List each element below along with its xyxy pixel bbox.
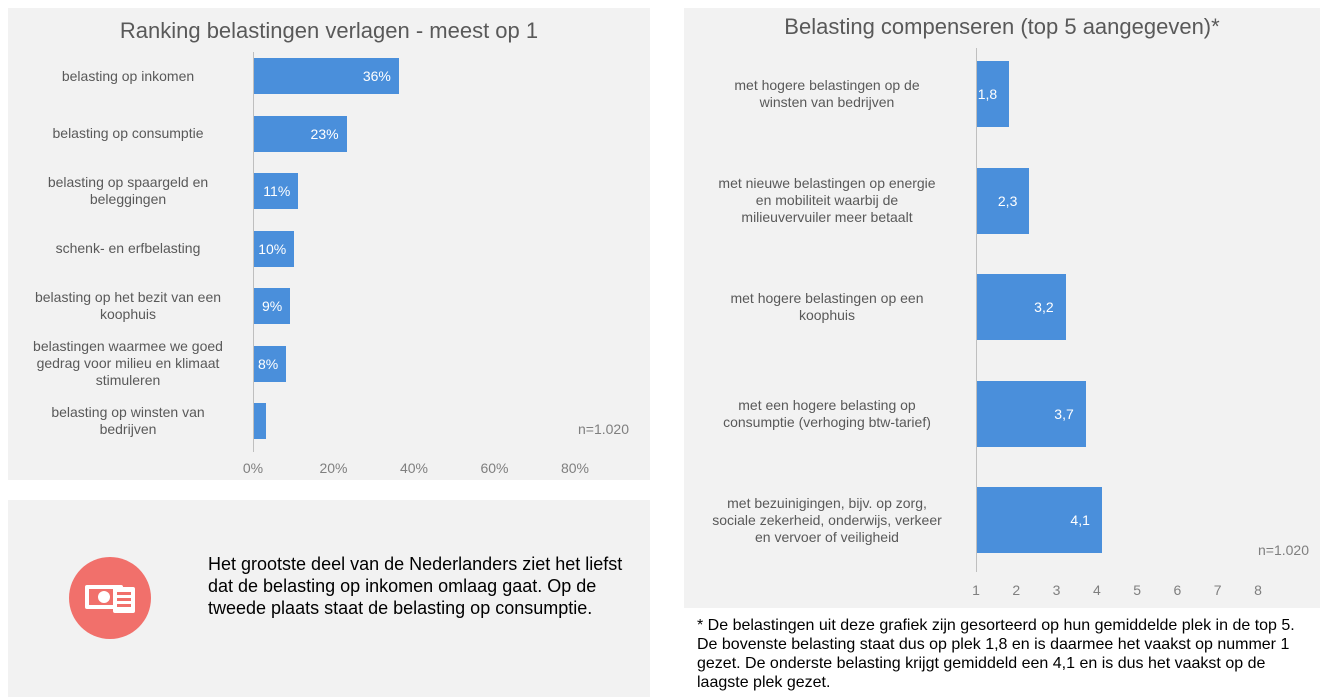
- chart1-bar: [254, 58, 399, 94]
- chart2-bar: [977, 167, 1030, 234]
- chart1-x-tick-label: 40%: [399, 460, 429, 476]
- chart2-category-label: met nieuwe belastingen op energie en mob…: [718, 175, 936, 225]
- chart2-axis-line: [976, 48, 977, 572]
- chart1-bar: [254, 403, 267, 439]
- chart1-category-label: schenk- en erfbelasting: [55, 240, 201, 256]
- chart1-axis-line: [253, 52, 254, 452]
- chart2-x-tick-label: 1: [972, 582, 980, 598]
- chart2-bar-value-label: 3,7: [1054, 405, 1074, 422]
- chart1-x-tick-label: 80%: [560, 460, 590, 476]
- chart2-sample-size: n=1.020: [1258, 542, 1309, 558]
- chart2-category-label: met hogere belastingen op de winsten van…: [734, 77, 920, 110]
- chart1-bar: [254, 288, 291, 324]
- summary-text: Het grootste deel van de Nederlanders zi…: [208, 554, 623, 618]
- chart2-bar-value-label: 1,8: [977, 86, 998, 102]
- chart1-category-label: belasting op winsten van bedrijven: [51, 404, 205, 437]
- chart1-title: Ranking belastingen verlagen - meest op …: [119, 18, 539, 43]
- chart1-bar: [254, 345, 287, 382]
- chart2-x-tick-label: 7: [1213, 582, 1222, 598]
- chart2-x-tick-label: 6: [1173, 582, 1182, 598]
- chart1-bar-value-label: 11%: [263, 183, 291, 199]
- chart2-x-tick-label: 8: [1254, 582, 1262, 598]
- chart1-category-label: belasting op consumptie: [52, 125, 204, 141]
- chart2-bar: [977, 61, 1010, 127]
- chart2-x-tick-label: 3: [1052, 582, 1061, 598]
- chart1-x-tick-label: 0%: [242, 460, 264, 476]
- chart2-category-label: met een hogere belasting op consumptie (…: [723, 396, 931, 430]
- chart2-x-tick-label: 4: [1092, 582, 1101, 598]
- chart1-bar-value-label: 9%: [261, 298, 283, 314]
- chart1-bar-value-label: 8%: [257, 355, 279, 372]
- chart1-x-tick-label: 60%: [480, 460, 509, 476]
- chart2-bar-value-label: 3,2: [1034, 299, 1054, 315]
- chart1-bar-value-label: 10%: [258, 240, 287, 257]
- chart2-bar: [977, 380, 1086, 447]
- footnote-text: * De belastingen uit deze grafiek zijn g…: [697, 617, 1295, 691]
- chart2-category-label: met hogere belastingen op een koophuis: [730, 290, 924, 323]
- chart1-bar-value-label: 23%: [310, 125, 339, 142]
- chart2-title: Belasting compenseren (top 5 aangegeven)…: [784, 14, 1220, 39]
- chart1-bar: [254, 173, 299, 209]
- chart1-category-label: belasting op spaargeld en beleggingen: [47, 174, 209, 207]
- chart1-x-tick-label: 20%: [319, 460, 348, 476]
- chart2-bar-value-label: 4,1: [1070, 512, 1090, 528]
- chart1-bar: [254, 230, 295, 267]
- chart1-category-label: belasting op het bezit van een koophuis: [34, 289, 222, 322]
- chart2-bar-value-label: 2,3: [997, 192, 1018, 209]
- chart2-category-label: met bezuinigingen, bijv. op zorg, social…: [712, 494, 942, 545]
- chart2-x-tick-label: 5: [1133, 582, 1142, 598]
- chart2-x-tick-label: 2: [1012, 582, 1021, 598]
- chart1-bar-value-label: 36%: [362, 68, 391, 84]
- chart2-bar: [977, 487, 1102, 553]
- chart1-category-label: belastingen waarmee we goed gedrag voor …: [33, 338, 223, 388]
- chart1-category-label: belasting op inkomen: [61, 67, 195, 84]
- money-bill-icon: [69, 557, 151, 639]
- chart2-bar: [977, 274, 1066, 340]
- chart1-sample-size: n=1.020: [578, 421, 629, 437]
- chart1-bar: [254, 115, 347, 152]
